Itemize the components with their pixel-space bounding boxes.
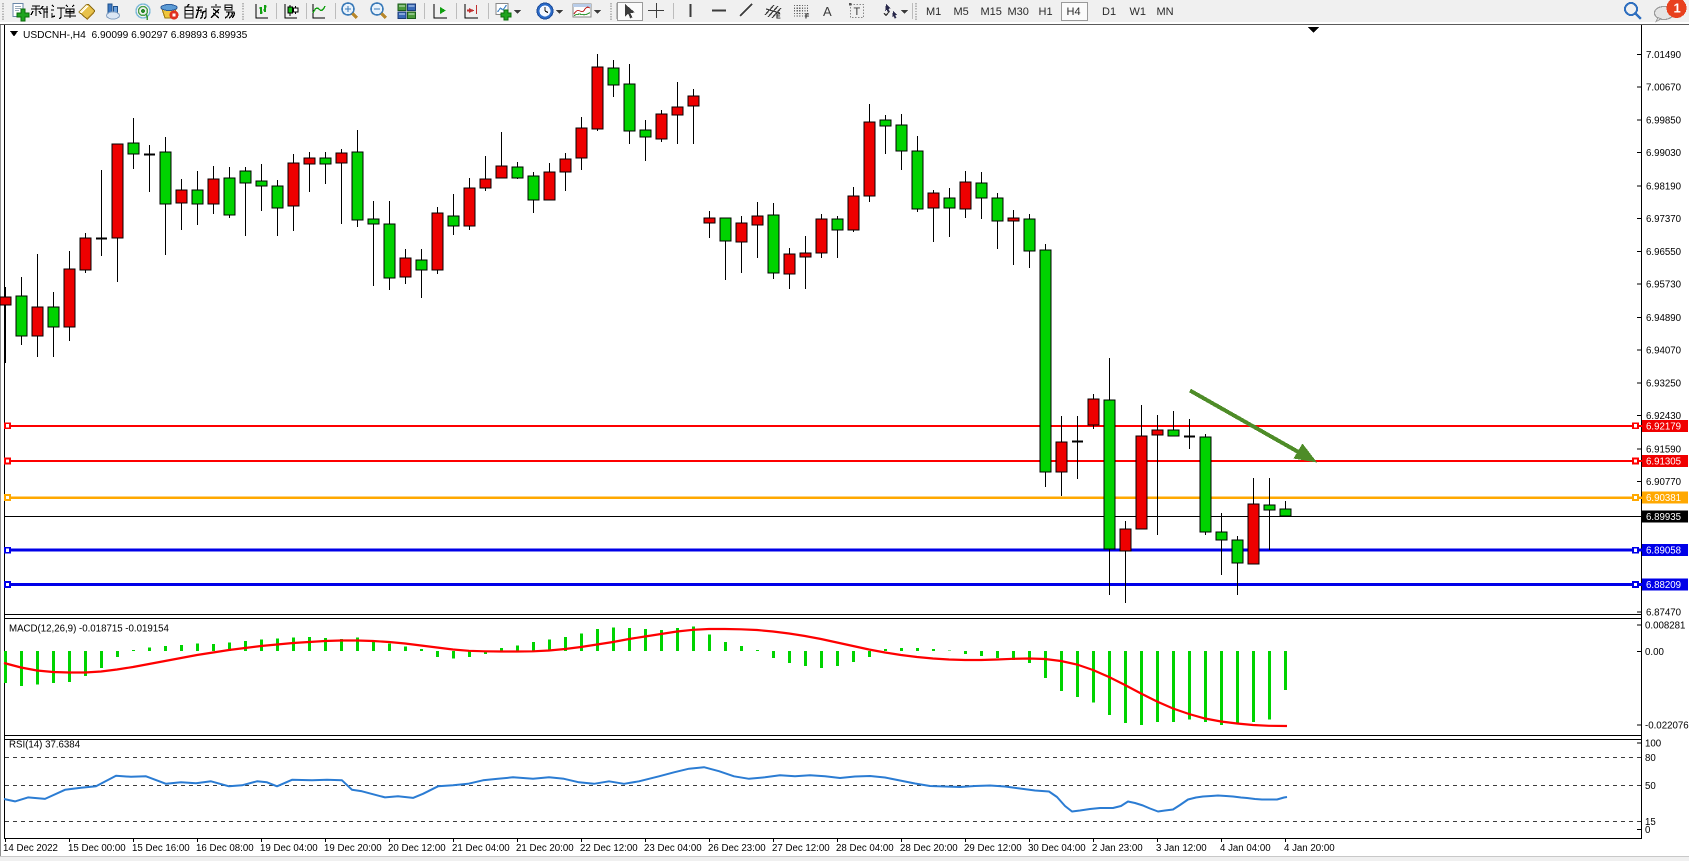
svg-text:6.90770: 6.90770 (1646, 477, 1682, 488)
svg-text:4 Jan 20:00: 4 Jan 20:00 (1284, 843, 1335, 854)
svg-text:22 Dec 12:00: 22 Dec 12:00 (580, 843, 638, 854)
svg-text:26 Dec 23:00: 26 Dec 23:00 (708, 843, 766, 854)
svg-text:6.94890: 6.94890 (1646, 313, 1682, 324)
svg-text:15 Dec 16:00: 15 Dec 16:00 (132, 843, 190, 854)
svg-text:14 Dec 2022: 14 Dec 2022 (3, 843, 58, 854)
svg-text:0.008281: 0.008281 (1645, 621, 1685, 632)
svg-text:RSI(14) 37.6384: RSI(14) 37.6384 (9, 740, 81, 751)
svg-text:6.89058: 6.89058 (1646, 546, 1681, 557)
svg-text:T: T (854, 6, 861, 18)
svg-text:6.91590: 6.91590 (1646, 445, 1682, 456)
svg-text:M5: M5 (954, 6, 969, 18)
svg-text:USDCNH-,H4 6.90099 6.90297 6.: USDCNH-,H4 6.90099 6.90297 6.89893 6.899… (23, 30, 248, 41)
svg-text:100: 100 (1645, 739, 1662, 750)
svg-text:6.99850: 6.99850 (1646, 115, 1682, 126)
svg-text:0.00: 0.00 (1645, 647, 1664, 658)
svg-text:A: A (823, 4, 832, 19)
svg-text:29 Dec 12:00: 29 Dec 12:00 (964, 843, 1022, 854)
svg-text:80: 80 (1645, 753, 1656, 764)
svg-text:6.91305: 6.91305 (1646, 457, 1681, 468)
svg-text:1: 1 (1674, 1, 1681, 16)
svg-text:H4: H4 (1067, 6, 1081, 18)
svg-text:6.95730: 6.95730 (1646, 280, 1682, 291)
svg-text:6.87470: 6.87470 (1646, 608, 1682, 619)
svg-text:30 Dec 04:00: 30 Dec 04:00 (1028, 843, 1086, 854)
svg-text:F: F (805, 14, 810, 21)
svg-text:-0.022076: -0.022076 (1645, 721, 1689, 732)
svg-text:16 Dec 08:00: 16 Dec 08:00 (196, 843, 254, 854)
svg-text:6.90381: 6.90381 (1646, 493, 1681, 504)
svg-text:21 Dec 04:00: 21 Dec 04:00 (452, 843, 510, 854)
svg-text:6.94070: 6.94070 (1646, 346, 1682, 357)
svg-text:W1: W1 (1130, 6, 1147, 18)
svg-text:6.92179: 6.92179 (1646, 421, 1681, 432)
svg-text:28 Dec 04:00: 28 Dec 04:00 (836, 843, 894, 854)
svg-text:M1: M1 (926, 6, 941, 18)
svg-text:6.97370: 6.97370 (1646, 214, 1682, 225)
svg-text:0: 0 (1645, 825, 1651, 836)
svg-text:23 Dec 04:00: 23 Dec 04:00 (644, 843, 702, 854)
svg-text:20 Dec 12:00: 20 Dec 12:00 (388, 843, 446, 854)
svg-text:19 Dec 04:00: 19 Dec 04:00 (260, 843, 318, 854)
svg-text:27 Dec 12:00: 27 Dec 12:00 (772, 843, 830, 854)
svg-text:6.98190: 6.98190 (1646, 182, 1682, 193)
svg-text:50: 50 (1645, 781, 1656, 792)
svg-text:7.01490: 7.01490 (1646, 50, 1682, 61)
svg-text:6.93250: 6.93250 (1646, 378, 1682, 389)
svg-text:6.92430: 6.92430 (1646, 411, 1682, 422)
svg-text:4 Jan 04:00: 4 Jan 04:00 (1220, 843, 1271, 854)
svg-text:M15: M15 (981, 6, 1002, 18)
svg-text:2 Jan 23:00: 2 Jan 23:00 (1092, 843, 1143, 854)
svg-text:3 Jan 12:00: 3 Jan 12:00 (1156, 843, 1207, 854)
svg-text:15: 15 (1645, 817, 1656, 828)
svg-text:28 Dec 20:00: 28 Dec 20:00 (900, 843, 958, 854)
svg-text:MN: MN (1157, 6, 1174, 18)
svg-text:21 Dec 20:00: 21 Dec 20:00 (516, 843, 574, 854)
svg-text:6.89935: 6.89935 (1646, 512, 1681, 523)
svg-text:6.99030: 6.99030 (1646, 148, 1682, 159)
svg-text:H1: H1 (1039, 6, 1053, 18)
svg-text:D1: D1 (1102, 6, 1116, 18)
svg-text:6.96550: 6.96550 (1646, 247, 1682, 258)
svg-text:15 Dec 00:00: 15 Dec 00:00 (68, 843, 126, 854)
svg-text:M30: M30 (1008, 6, 1029, 18)
svg-text:7.00670: 7.00670 (1646, 83, 1682, 94)
svg-text:MACD(12,26,9) -0.018715 -0.019: MACD(12,26,9) -0.018715 -0.019154 (9, 624, 170, 635)
svg-text:19 Dec 20:00: 19 Dec 20:00 (324, 843, 382, 854)
svg-text:6.88209: 6.88209 (1646, 580, 1681, 591)
svg-text:E: E (776, 14, 781, 21)
